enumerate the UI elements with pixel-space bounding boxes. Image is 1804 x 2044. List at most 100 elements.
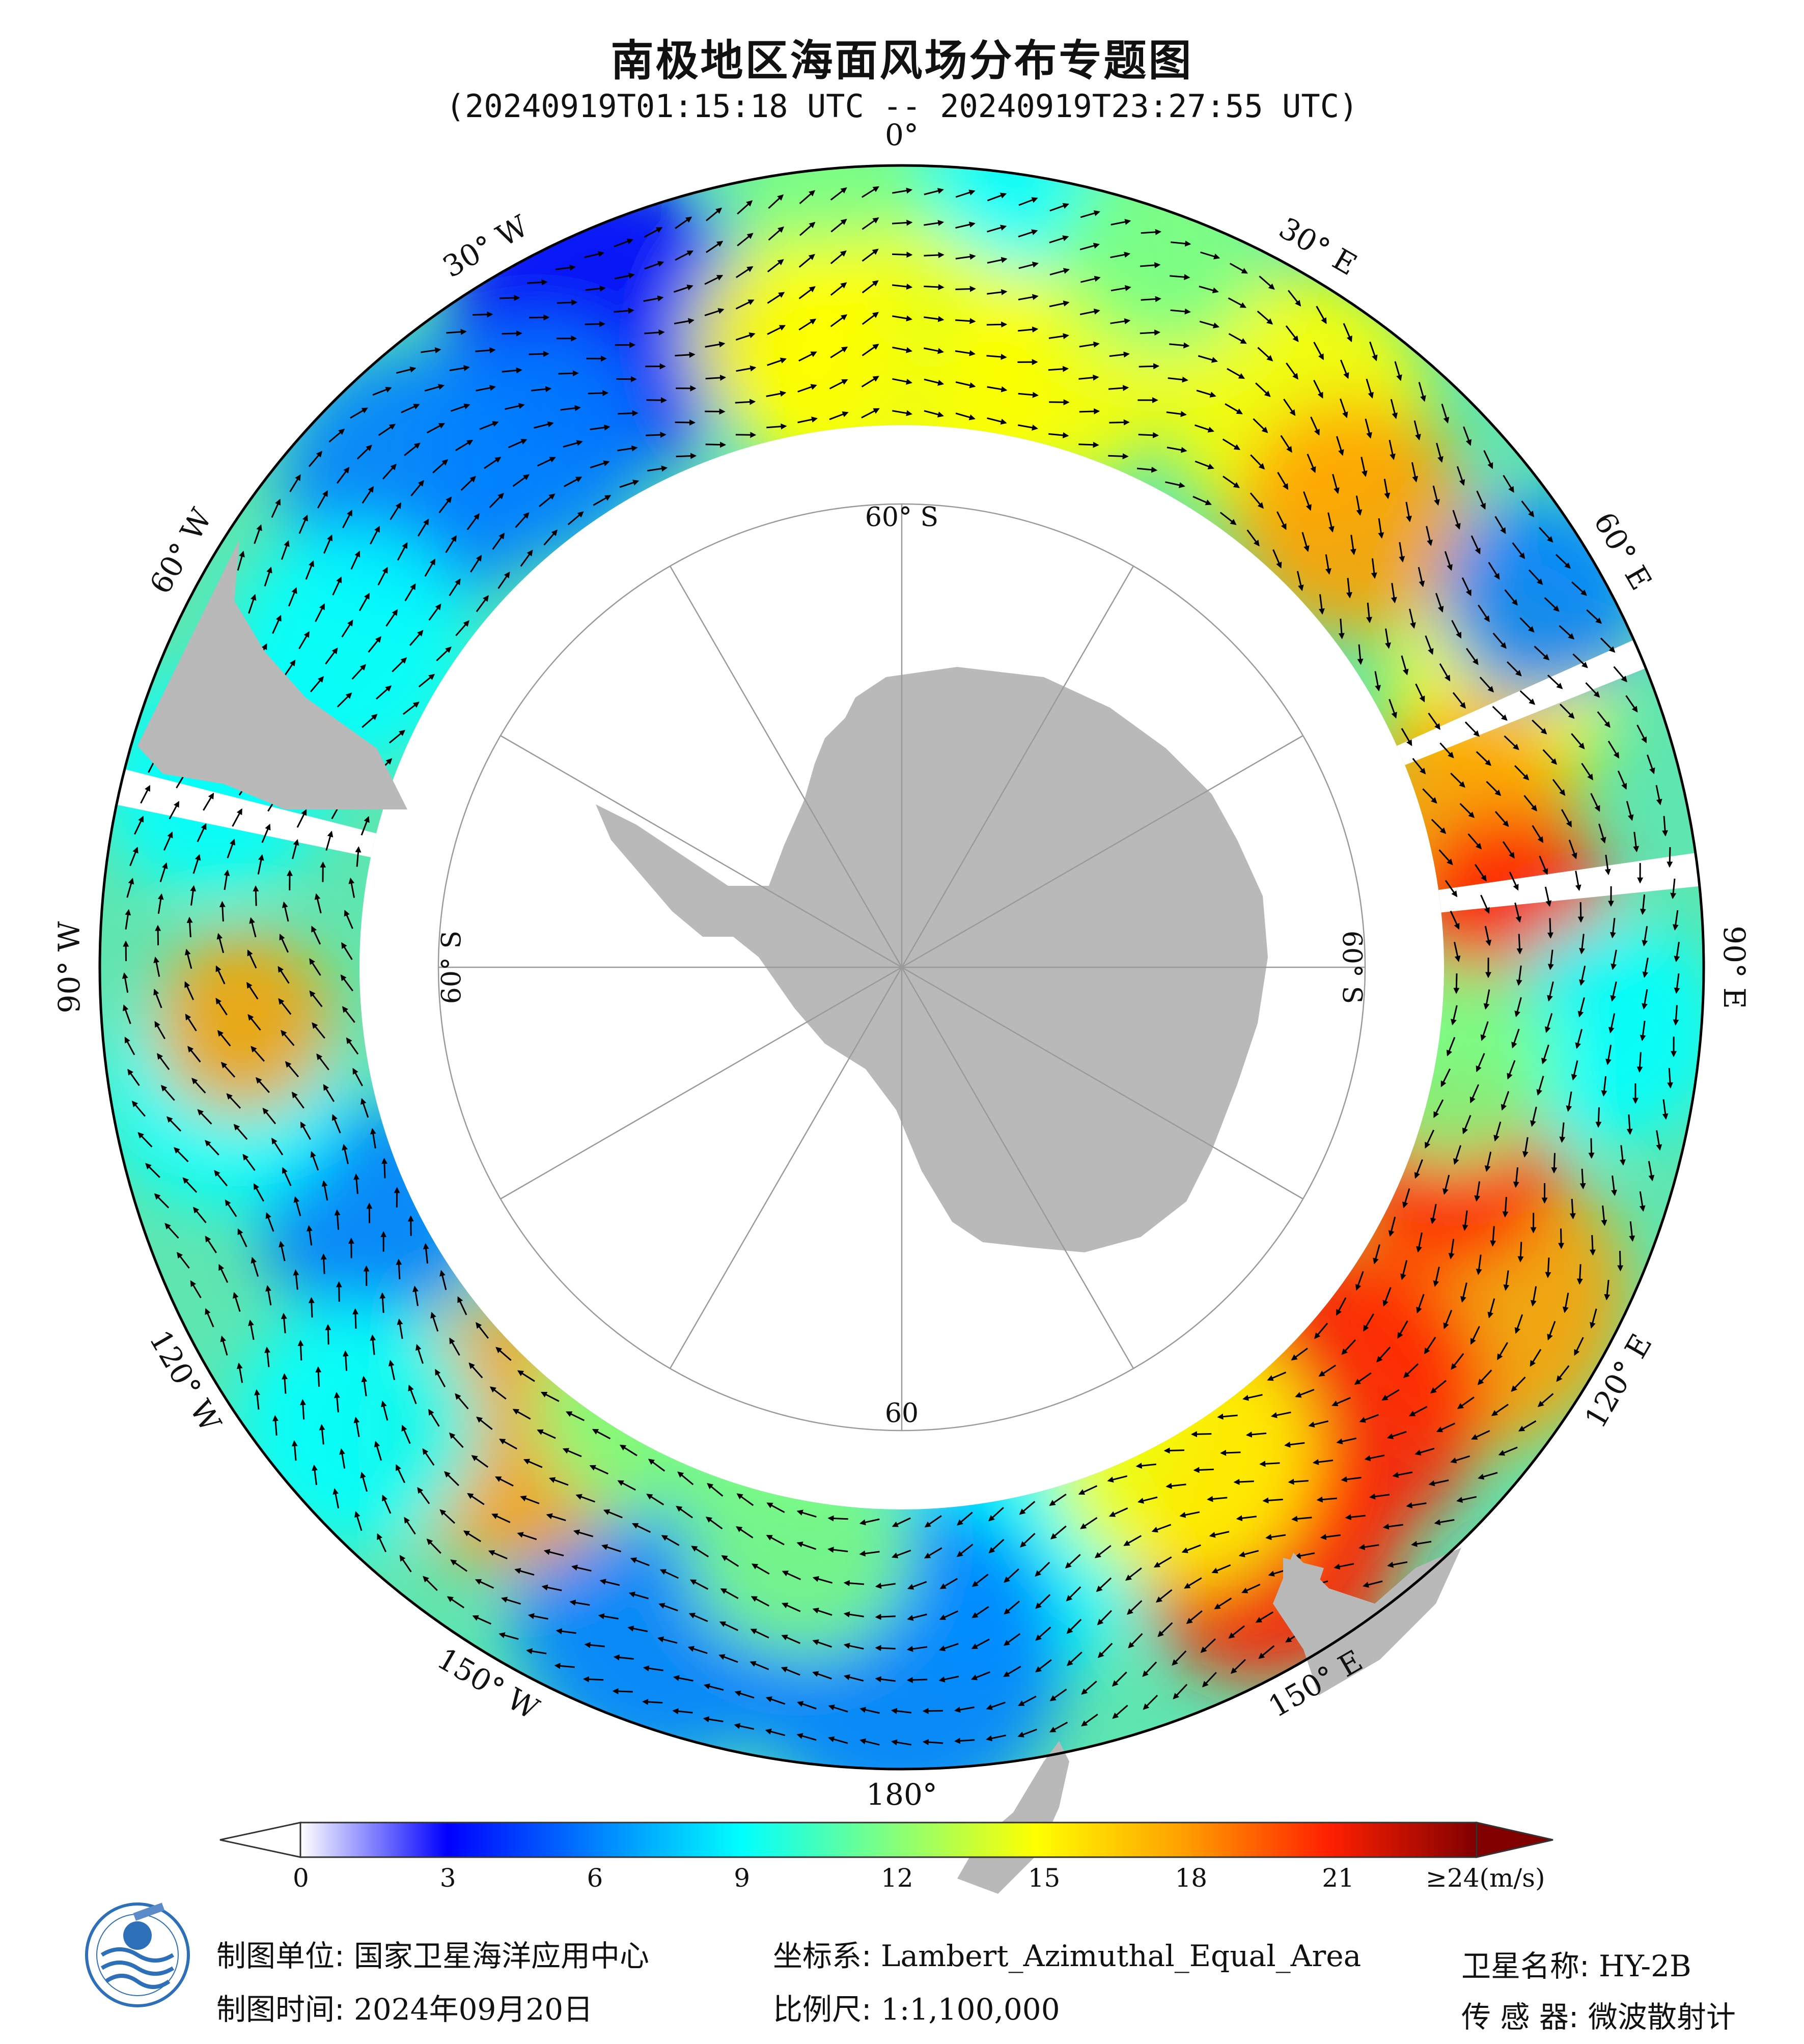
wind-arrow [457,1296,467,1315]
wind-arrow [1202,1672,1217,1688]
wind-arrow [298,631,310,650]
wind-arrow [264,567,272,586]
wind-arrow [1448,1239,1455,1259]
wind-arrow [1444,551,1453,571]
wind-arrow [382,463,397,480]
wind-arrow [1601,1205,1607,1226]
wind-arrow [380,1401,388,1421]
wind-arrow [299,1399,306,1420]
wind-arrow [237,550,245,571]
wind-arrow [1196,389,1216,398]
wind-arrow [377,567,388,585]
wind-arrow [1445,880,1458,898]
wind-arrow [1363,1313,1374,1332]
wind-arrow [1259,1461,1280,1467]
wind-arrow [1107,1475,1128,1483]
wind-arrow [1049,300,1070,307]
wind-arrow [531,386,552,393]
wind-arrow [428,603,441,621]
wind-arrow [219,901,226,922]
wind-arrow [401,404,420,413]
wind-arrow [1295,1389,1315,1398]
wind-arrow [527,279,548,286]
wind-arrow [1545,1257,1551,1278]
wind-arrow [495,1476,514,1487]
wind-arrow [449,1432,464,1448]
wind-arrow [298,514,308,534]
wind-arrow [444,1471,459,1487]
wind-arrow [282,1373,288,1394]
wind-arrow [1547,949,1554,970]
wind-arrow [153,989,162,1009]
wind-arrow [1517,1242,1524,1263]
sensor-value: 微波散射计 [1588,2000,1736,2034]
wind-arrow [798,351,817,362]
wind-arrow [399,1555,412,1573]
wind-arrow [987,225,1007,233]
wind-arrow [1257,347,1273,361]
wind-arrow [1460,1282,1467,1303]
wind-arrow [1371,558,1377,579]
wind-arrow [939,1643,959,1651]
wind-arrow [1604,1280,1611,1301]
scale-value: 1:1,100,000 [880,1992,1060,2027]
wind-arrow [1255,1611,1274,1623]
wind-arrow [1165,1482,1186,1489]
wind-arrow [390,502,402,520]
wind-arrow [192,854,201,874]
wind-arrow [955,254,976,260]
wind-arrow [1611,949,1617,970]
wind-arrow [541,1584,562,1591]
wind-arrow [1607,740,1620,759]
wind-arrow [491,1514,511,1523]
wind-arrow [177,1252,190,1269]
wind-arrow [1228,1625,1245,1639]
wind-arrow [543,529,558,546]
wind-arrow [601,1544,621,1553]
wind-arrow [455,620,469,636]
wind-arrow [938,1675,959,1683]
wind-arrow [924,188,944,195]
wind-arrow [1341,1339,1356,1355]
wind-arrow [1409,608,1416,629]
wind-arrow [657,1636,678,1644]
wind-arrow [704,274,724,285]
wind-arrow [1392,1471,1413,1478]
colorbar-tick-label: 9 [734,1863,751,1893]
wind-arrow [1222,438,1241,450]
wind-arrow [1265,1534,1286,1541]
wind-arrow [1490,1226,1496,1247]
wind-arrow [1646,754,1655,774]
wind-arrow [627,1626,648,1632]
wind-arrow [643,295,664,302]
wind-speed-patch [1061,165,1265,352]
wind-arrow [475,1579,494,1589]
wind-arrow [281,540,290,560]
wind-arrow [1600,637,1616,653]
wind-arrow [766,423,787,430]
wind-arrow [575,1494,596,1503]
wind-arrow [736,365,757,372]
wind-arrow [1094,1545,1112,1558]
wind-arrow [1453,1145,1462,1165]
wind-arrow [1364,1454,1385,1462]
wind-arrow [1171,240,1191,247]
colorbar [219,1822,1553,1858]
wind-arrow [1579,934,1586,955]
wind-arrow [1078,374,1099,381]
wind-arrow [892,284,913,290]
wind-arrow [1181,1544,1201,1553]
wind-arrow [1471,1430,1490,1440]
wind-arrow [1454,941,1461,962]
wind-arrow [1597,711,1611,728]
wind-arrow [297,1339,304,1361]
wind-arrow [675,351,696,358]
wind-arrow [1080,1517,1098,1529]
wind-arrow [1065,1554,1081,1569]
colorbar-tick-label: 0 [293,1863,309,1893]
wind-arrow [187,1046,201,1062]
wind-arrow [619,1444,637,1457]
wind-arrow [614,238,633,247]
wind-arrow [257,854,264,875]
wind-arrow [735,332,756,341]
